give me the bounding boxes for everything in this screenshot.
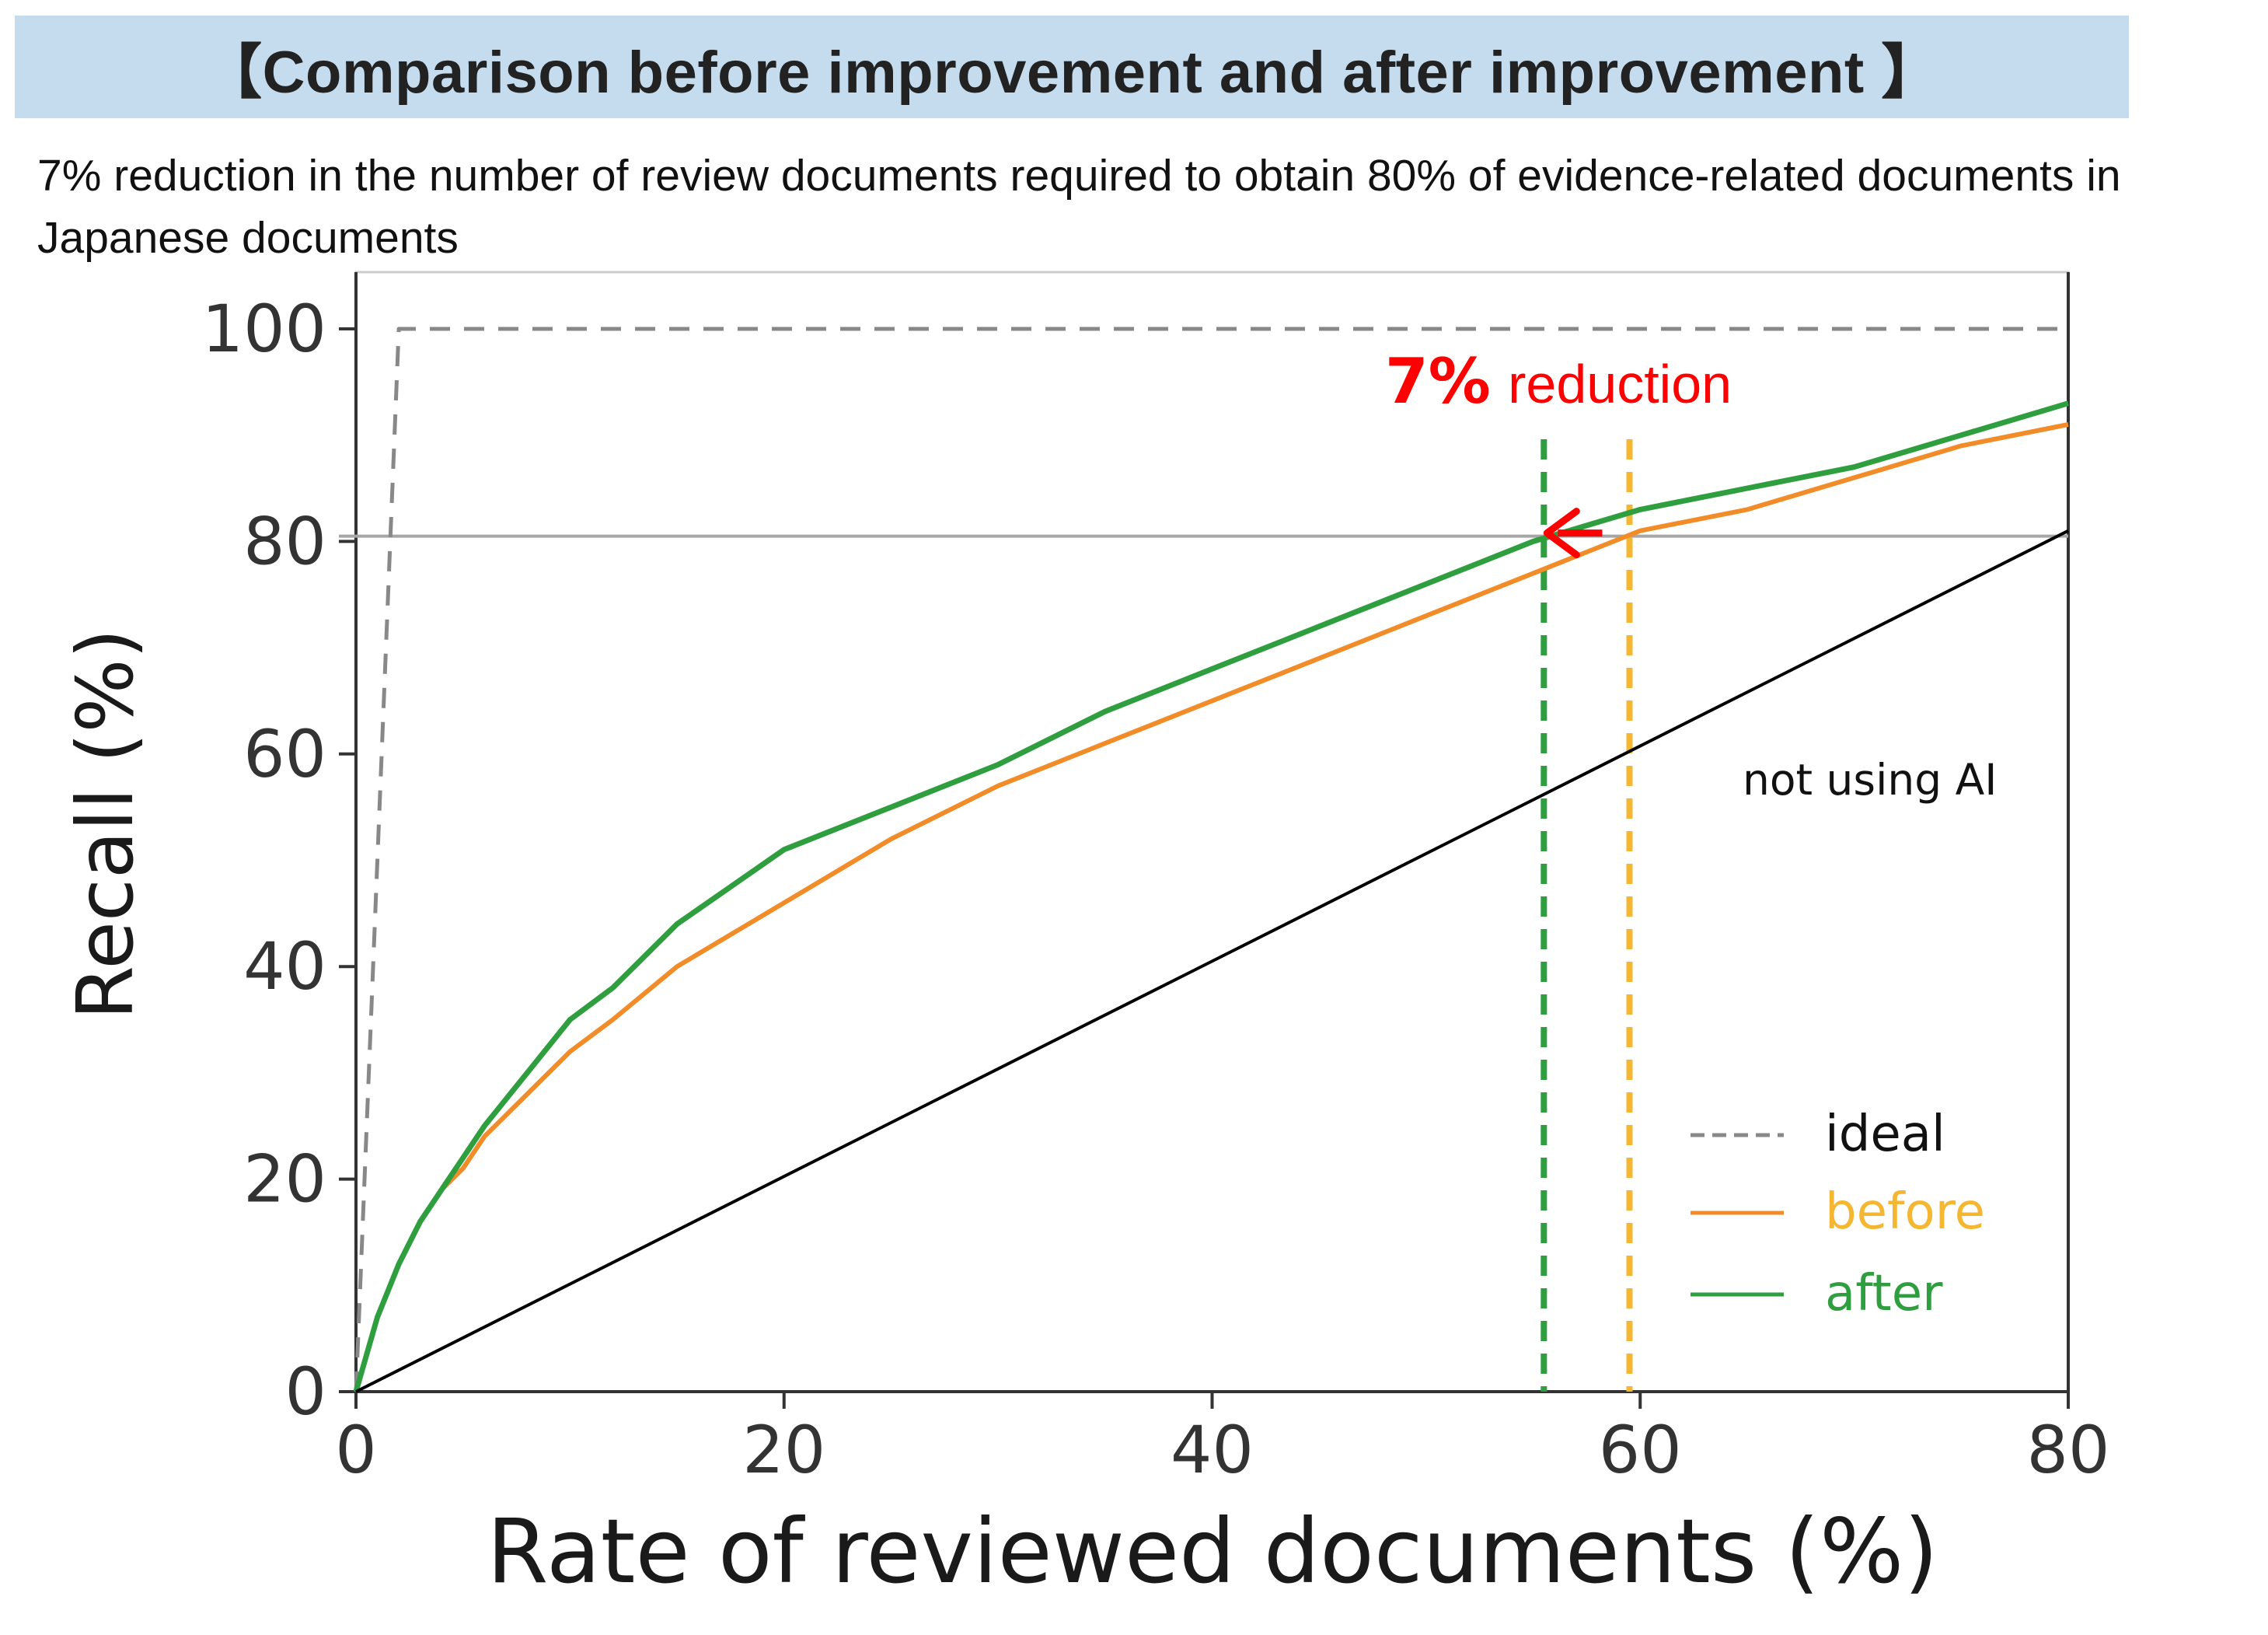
y-tick-label: 100 xyxy=(202,291,326,367)
series-line-after xyxy=(353,400,2069,1392)
legend-label-before: before xyxy=(1825,1183,1985,1241)
y-tick-label: 60 xyxy=(243,716,326,792)
y-tick-label: 80 xyxy=(243,503,326,579)
no-ai-label: not using AI xyxy=(1743,755,1997,805)
x-tick-label: 40 xyxy=(1171,1412,1254,1488)
y-axis-label: Recall (%) xyxy=(60,628,151,1019)
chart-axes xyxy=(354,272,2070,1393)
series-line-before xyxy=(354,422,2069,1392)
reduction-arrow-head xyxy=(1543,508,1580,559)
series-line-ideal xyxy=(354,327,2068,1392)
x-tick-label: 80 xyxy=(2027,1412,2110,1488)
legend: ideal before after xyxy=(1691,1106,1985,1322)
series-line-not-using-ai xyxy=(355,529,2069,1393)
reduction-percent: 7% xyxy=(1385,345,1491,417)
y-tick-label: 20 xyxy=(243,1141,326,1218)
reduction-label: 7% reduction xyxy=(1385,345,1732,417)
reference-lines xyxy=(339,439,2068,1392)
chart-ticks: 0 20 40 60 80 0 20 40 60 80 100 xyxy=(202,291,2110,1488)
page-title: 【Comparison before improvement and after… xyxy=(203,40,1941,106)
legend-label-after: after xyxy=(1825,1265,1943,1322)
annotations: 7% reduction not using AI xyxy=(1385,345,1997,805)
x-tick-label: 20 xyxy=(742,1412,825,1488)
legend-label-ideal: ideal xyxy=(1825,1106,1945,1163)
chart-subtitle: 7% reduction in the number of review doc… xyxy=(37,151,2121,263)
series-lines xyxy=(353,327,2069,1393)
x-tick-label: 0 xyxy=(335,1412,376,1488)
title-banner: 【Comparison before improvement and after… xyxy=(15,16,2129,118)
reduction-text: reduction xyxy=(1508,354,1732,414)
x-tick-label: 60 xyxy=(1599,1412,1682,1488)
x-axis-label: Rate of reviewed documents (%) xyxy=(487,1500,1938,1603)
y-tick-label: 0 xyxy=(285,1354,326,1430)
y-tick-label: 40 xyxy=(243,928,326,1004)
plot-frame xyxy=(354,271,2070,1393)
